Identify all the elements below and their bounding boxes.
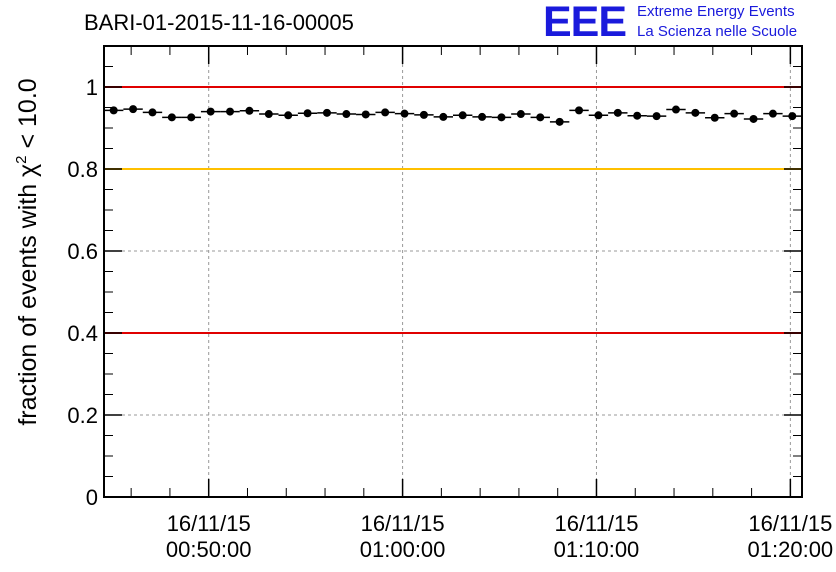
data-point [419, 110, 428, 119]
data-point [555, 117, 564, 126]
x-tick-date-label: 16/11/15 [554, 511, 638, 536]
data-point [187, 113, 196, 122]
logo-tagline-2: La Scienza nelle Scuole [637, 23, 798, 40]
data-point [458, 111, 467, 120]
data-point [749, 114, 758, 123]
y-tick-label: 0.4 [67, 321, 98, 346]
data-point [206, 107, 215, 116]
data-point [710, 113, 719, 122]
eee-logo-mark: EEE [543, 0, 627, 46]
data-point [613, 108, 622, 117]
x-tick-time-label: 01:20:00 [748, 537, 834, 562]
data-point [536, 113, 545, 122]
data-point [652, 112, 661, 121]
data-point [381, 108, 390, 117]
y-tick-label: 0.8 [67, 157, 98, 182]
data-point [575, 106, 584, 115]
data-point [691, 108, 700, 117]
logo-tagline-1: Extreme Energy Events [637, 3, 795, 20]
data-point [516, 110, 525, 119]
x-tick-date-label: 16/11/15 [167, 511, 251, 536]
data-point [497, 113, 506, 122]
data-point [226, 107, 235, 116]
plot-frame [103, 45, 803, 498]
data-point [148, 108, 157, 117]
data-point [303, 109, 312, 118]
x-tick-time-label: 01:00:00 [360, 537, 446, 562]
axis-ticks [104, 45, 802, 498]
x-tick-time-label: 00:50:00 [166, 537, 252, 562]
reference-lines [104, 86, 802, 334]
data-point [768, 109, 777, 118]
data-point [594, 111, 603, 120]
data-point [400, 109, 409, 118]
data-point [361, 110, 370, 119]
data-point [322, 108, 331, 117]
y-tick-label: 1 [86, 75, 98, 100]
data-point [788, 112, 797, 121]
data-point [129, 105, 138, 114]
tick-labels: 00.20.40.60.8116/11/1500:50:0016/11/1501… [67, 75, 833, 562]
x-tick-date-label: 16/11/15 [361, 511, 445, 536]
x-tick-time-label: 01:10:00 [554, 537, 640, 562]
y-tick-label: 0.2 [67, 403, 98, 428]
data-point [478, 112, 487, 121]
data-point [671, 105, 680, 114]
data-point [245, 106, 254, 115]
y-tick-label: 0.6 [67, 239, 98, 264]
data-point [264, 110, 273, 119]
y-axis-label: fraction of events with χ2 < 10.0 [13, 78, 42, 425]
data-point [284, 111, 293, 120]
x-tick-date-label: 16/11/15 [748, 511, 832, 536]
data-points [104, 105, 802, 126]
chart-title: BARI-01-2015-11-16-00005 [84, 10, 354, 35]
data-point [109, 106, 118, 115]
data-point [730, 109, 739, 118]
data-point [342, 110, 351, 119]
data-point [633, 111, 642, 120]
y-tick-label: 0 [86, 485, 98, 510]
data-point [167, 113, 176, 122]
data-point [439, 112, 448, 121]
